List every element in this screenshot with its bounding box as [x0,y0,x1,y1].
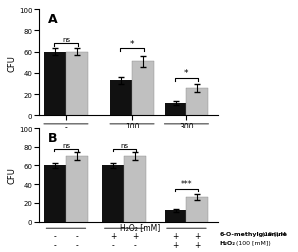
Bar [66,52,88,116]
Text: +: + [110,231,117,240]
Text: ns: ns [120,142,128,148]
Text: -: - [134,240,136,249]
Text: *: * [130,39,134,48]
Text: H₂O₂ [mM]: H₂O₂ [mM] [120,222,161,231]
Bar [124,156,146,222]
Text: ns: ns [62,37,70,43]
Text: H₂O₂: H₂O₂ [220,240,236,245]
Bar [187,198,208,222]
Bar [132,62,154,116]
Bar [110,81,132,116]
Text: ns: ns [62,142,70,148]
Bar [44,52,66,116]
Bar [103,166,124,222]
Y-axis label: CFU: CFU [7,167,16,183]
Text: -: - [75,240,78,249]
Text: 6-O-methylguanine: 6-O-methylguanine [220,231,288,236]
Bar [66,156,88,222]
Text: -: - [54,231,56,240]
Text: A: A [48,13,57,26]
Text: (10 [μM: (10 [μM [260,231,286,236]
Text: -: - [75,231,78,240]
Text: ***: *** [181,179,192,188]
Bar [44,166,66,222]
Bar [165,211,187,222]
Text: -: - [112,240,115,249]
Bar [187,88,208,116]
Text: -: - [54,240,56,249]
Text: *: * [184,69,189,78]
Text: (100 [mM]): (100 [mM]) [234,240,271,245]
Y-axis label: CFU: CFU [7,55,16,71]
Text: +: + [194,240,201,249]
Bar [165,103,187,116]
Text: B: B [48,131,57,144]
Text: +: + [194,231,201,240]
Text: +: + [132,231,138,240]
Text: +: + [172,240,179,249]
Text: +: + [172,231,179,240]
